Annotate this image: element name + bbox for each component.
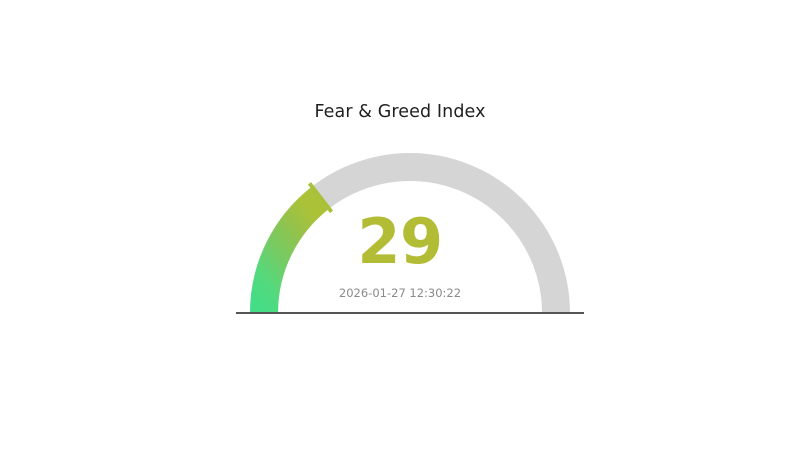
gauge-chart xyxy=(230,140,590,325)
gauge-baseline xyxy=(236,312,584,314)
gauge-value-marker-icon xyxy=(307,182,334,214)
gauge-timestamp: 2026-01-27 12:30:22 xyxy=(338,286,462,300)
gauge-value-arc xyxy=(250,186,330,314)
gauge-value-readout: 29 xyxy=(357,205,443,278)
gauge-svg xyxy=(250,153,570,314)
page-title: Fear & Greed Index xyxy=(314,102,486,122)
